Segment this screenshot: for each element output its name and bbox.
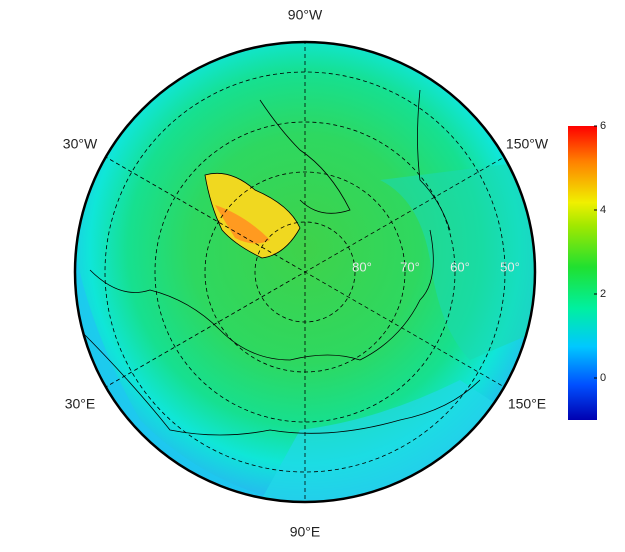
map-border [73,40,537,504]
colorbar-tick-label: 4 [600,204,606,216]
longitude-label: 90°W [288,7,323,23]
longitude-label: 150°E [508,396,546,412]
colorbar-tick-label: 2 [600,288,606,300]
colorbar [568,126,597,420]
latitude-label: 80° [352,259,372,274]
longitude-label: 30°W [63,136,98,152]
longitude-label: 90°E [290,524,321,540]
longitude-label: 30°E [65,396,96,412]
colorbar-tick-label: 0 [600,372,606,384]
latitude-label: 70° [400,259,420,274]
map-disk [75,42,535,502]
colorbar-tick-label: 6 [600,120,606,132]
latitude-label: 50° [500,259,520,274]
latitude-label: 60° [450,259,470,274]
longitude-label: 150°W [506,136,549,152]
